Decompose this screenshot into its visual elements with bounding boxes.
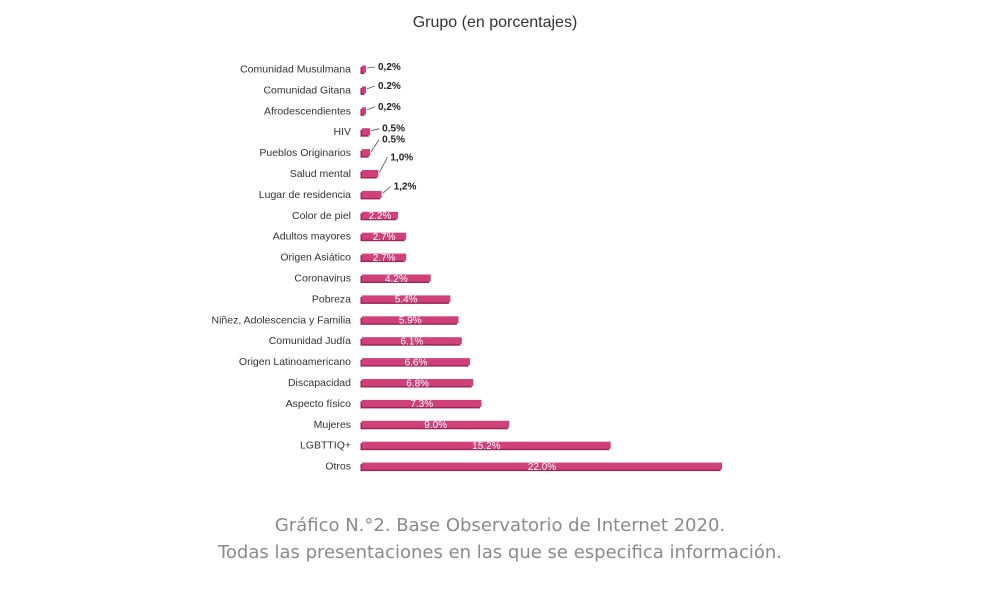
data-label: 0.5% xyxy=(382,135,405,146)
category-label: Coronavirus xyxy=(294,273,351,285)
bar xyxy=(362,128,371,136)
data-label: 0,2% xyxy=(378,102,401,113)
caption-line-2: Todas las presentaciones en las que se e… xyxy=(217,542,782,563)
data-label: 6.6% xyxy=(405,357,428,368)
bar xyxy=(362,232,407,240)
category-label: Pobreza xyxy=(312,293,351,305)
chart-title: Grupo (en porcentajes) xyxy=(412,14,578,31)
data-label: 5.9% xyxy=(399,316,422,327)
bar-chart: Comunidad Musulmana 0,2% Comunidad Gitana 0… xyxy=(212,62,722,473)
bar xyxy=(362,211,398,219)
leader-line xyxy=(366,66,376,69)
leader-line xyxy=(382,186,391,194)
bar xyxy=(362,107,366,115)
data-label: 4.2% xyxy=(385,274,408,285)
category-label: Niñez, Adolescencia y Familia xyxy=(212,314,352,326)
category-label: Aspecto físico xyxy=(286,398,352,410)
data-label: 1,2% xyxy=(394,181,417,192)
data-label: 9.0% xyxy=(424,420,447,431)
leader-line xyxy=(366,106,376,111)
caption-line-1: Gráfico N.°2. Base Observatorio de Inter… xyxy=(274,515,726,536)
data-label: 7.3% xyxy=(410,399,433,410)
bar xyxy=(362,170,379,177)
data-label: 1,0% xyxy=(390,153,413,164)
data-label: 6.1% xyxy=(401,337,424,348)
bar xyxy=(362,295,451,303)
category-label: LGBTTIQ+ xyxy=(300,440,351,452)
data-label: 2.7% xyxy=(373,253,396,264)
bar xyxy=(362,274,431,282)
category-label: Mujeres xyxy=(314,419,351,431)
category-label: Salud mental xyxy=(290,168,351,180)
category-label: Lugar de residencia xyxy=(259,189,351,201)
data-label: 22.0% xyxy=(528,462,556,473)
category-label: Discapacidad xyxy=(288,377,351,389)
data-label: 2.2% xyxy=(369,211,392,222)
category-label: Origen Asiático xyxy=(280,252,351,264)
bar xyxy=(362,316,459,324)
category-label: Afrodescendientes xyxy=(264,105,351,117)
data-label: 0,2% xyxy=(378,62,401,73)
bar xyxy=(362,441,611,449)
category-label: Comunidad Musulmana xyxy=(240,64,351,76)
bar xyxy=(362,190,382,198)
category-label: Pueblos Originarios xyxy=(259,147,351,159)
figure-caption: Gráfico N.°2. Base Observatorio de Inter… xyxy=(0,512,1000,566)
bar xyxy=(362,399,482,407)
bar xyxy=(362,65,366,73)
category-label: Adultos mayores xyxy=(273,231,351,243)
category-label: Comunidad Gitana xyxy=(263,84,351,96)
category-label: Origen Latinoamericano xyxy=(239,356,351,368)
bar xyxy=(362,462,722,470)
bar xyxy=(362,379,474,386)
data-label: 0.2% xyxy=(378,81,401,92)
bar xyxy=(362,420,510,428)
bar xyxy=(362,253,407,261)
category-label: HIV xyxy=(333,126,351,138)
category-label: Color de piel xyxy=(292,210,351,222)
data-label: 5.4% xyxy=(395,295,418,306)
bar xyxy=(362,149,371,157)
leader-line xyxy=(379,157,388,173)
data-label: 0.5% xyxy=(382,124,405,135)
category-label: Otros xyxy=(325,461,351,473)
bar xyxy=(362,337,462,345)
data-label: 15.2% xyxy=(472,441,500,452)
bar xyxy=(362,358,470,366)
bar xyxy=(362,86,366,94)
category-label: Comunidad Judía xyxy=(269,335,351,347)
leader-line xyxy=(371,128,380,132)
data-label: 6.8% xyxy=(406,378,429,389)
leader-line xyxy=(366,85,376,90)
leader-line xyxy=(370,139,380,152)
data-label: 2.7% xyxy=(373,232,396,243)
